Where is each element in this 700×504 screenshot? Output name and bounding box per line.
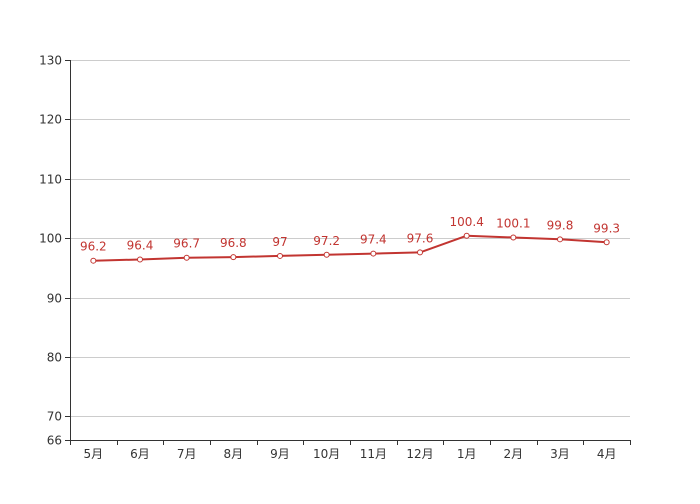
data-point[interactable] xyxy=(90,257,97,264)
data-point[interactable] xyxy=(137,256,143,263)
data-label: 96.8 xyxy=(220,236,247,250)
axes xyxy=(70,60,630,441)
y-tick-label: 90 xyxy=(47,292,62,306)
data-point[interactable] xyxy=(230,254,237,261)
x-tick-label: 7月 xyxy=(177,447,197,461)
x-tick-label: 9月 xyxy=(270,447,290,461)
x-axis-ticks: 5月 6月 7月 8月 9月 10月 11月 12月 1月 2月 3月 4月 xyxy=(70,440,631,461)
series xyxy=(90,232,610,264)
data-label: 96.4 xyxy=(127,239,154,253)
x-tick-label: 1月 xyxy=(457,447,477,461)
y-tick-label: 80 xyxy=(47,351,62,365)
data-label: 97 xyxy=(272,235,287,249)
x-tick-label: 5月 xyxy=(84,447,104,461)
x-tick-label: 8月 xyxy=(224,447,244,461)
data-point[interactable] xyxy=(277,252,283,259)
y-tick-label: 130 xyxy=(39,54,62,68)
y-tick-label: 66 xyxy=(47,434,62,448)
series-line xyxy=(93,234,607,262)
gridlines xyxy=(70,60,630,417)
data-point[interactable] xyxy=(370,250,377,257)
data-label: 97.2 xyxy=(313,234,340,248)
x-tick-label: 2月 xyxy=(504,447,524,461)
x-tick-label: 12月 xyxy=(406,447,433,461)
data-point[interactable] xyxy=(510,234,517,241)
x-tick-label: 6月 xyxy=(130,447,150,461)
data-point[interactable] xyxy=(183,254,190,261)
data-label: 97.6 xyxy=(407,231,434,245)
data-label: 99.3 xyxy=(593,221,620,235)
x-tick-label: 10月 xyxy=(313,447,340,461)
x-tick-label: 4月 xyxy=(597,447,617,461)
data-point[interactable] xyxy=(323,251,330,258)
data-label: 97.4 xyxy=(360,233,387,247)
data-label: 96.2 xyxy=(80,240,107,254)
data-label: 96.7 xyxy=(173,237,200,251)
data-point[interactable] xyxy=(557,236,563,243)
data-point[interactable] xyxy=(603,239,610,246)
x-tick-label: 3月 xyxy=(550,447,570,461)
data-point[interactable] xyxy=(463,232,470,239)
y-tick-label: 70 xyxy=(47,410,62,424)
y-tick-label: 100 xyxy=(39,232,62,246)
data-label: 100.1 xyxy=(496,217,530,231)
data-point[interactable] xyxy=(417,249,423,256)
data-label: 99.8 xyxy=(547,218,574,232)
data-labels: 96.2 96.4 96.7 96.8 97 97.2 97.4 97.6 100.4 100.1… xyxy=(80,215,620,254)
data-label: 100.4 xyxy=(449,215,483,229)
y-tick-label: 110 xyxy=(39,173,62,187)
y-axis-ticks: 66 70 80 90 100 110 120 130 xyxy=(39,54,70,448)
y-tick-label: 120 xyxy=(39,113,62,127)
x-tick-label: 11月 xyxy=(360,447,387,461)
